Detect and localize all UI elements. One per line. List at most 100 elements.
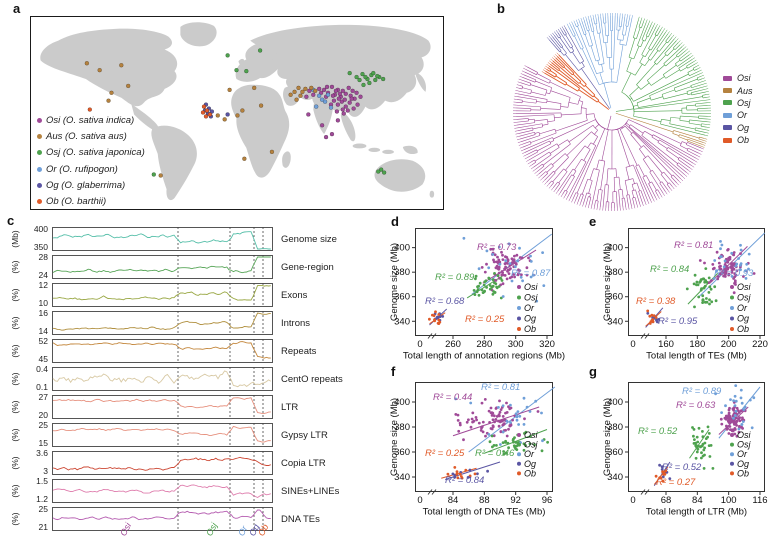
map-dot-ob bbox=[201, 104, 207, 109]
track-tick-bottom: 21 bbox=[38, 522, 48, 532]
map-dot-osj bbox=[354, 74, 359, 80]
legend-label: Or bbox=[737, 110, 747, 121]
map-dot-osi bbox=[316, 86, 322, 92]
r-squared-label-or: R² = 0.89 bbox=[682, 386, 722, 397]
map-dot-aus bbox=[294, 97, 299, 102]
legend-swatch-og bbox=[723, 125, 732, 131]
legend-label-or: Or bbox=[524, 449, 535, 459]
y-tick-label: 400 bbox=[394, 243, 410, 254]
x-tick-label: 200 bbox=[721, 339, 737, 350]
map-dot-osj bbox=[257, 48, 263, 53]
scatter-points-osj bbox=[691, 425, 715, 470]
legend-dot-osi bbox=[730, 285, 734, 289]
legend-label-osj: Osj bbox=[524, 293, 539, 303]
scatter-points-or bbox=[714, 384, 756, 431]
map-dot-osi bbox=[337, 91, 343, 96]
legend-swatch-ob bbox=[723, 137, 732, 143]
track-label: CentO repeats bbox=[281, 374, 343, 385]
map-dot-osj bbox=[371, 70, 376, 76]
y-axis-label: Genome size (Mb) bbox=[602, 398, 613, 476]
legend-label-osj: Osj bbox=[737, 440, 752, 450]
legend-label-og: Og bbox=[737, 459, 749, 469]
track-row-genome-size: (Mb) 400 350 Genome size bbox=[0, 224, 774, 255]
x-tick-label: 180 bbox=[689, 339, 705, 350]
map-dot-or bbox=[316, 93, 322, 98]
tree-legend-item-og: Og bbox=[723, 122, 753, 134]
map-dot-aus bbox=[258, 103, 264, 108]
x-tick-label: 92 bbox=[510, 495, 521, 506]
map-dot-osi bbox=[336, 96, 342, 101]
track-tick-top: 0.4 bbox=[36, 364, 48, 374]
x-tick-label: 100 bbox=[721, 495, 737, 506]
legend-dot-osi bbox=[37, 117, 42, 123]
y-tick-label: 340 bbox=[394, 316, 410, 327]
map-dot-aus bbox=[309, 85, 314, 91]
track-tick-top: 25 bbox=[38, 420, 48, 430]
track-label: Gypsy LTR bbox=[281, 430, 328, 441]
track-tick-top: 16 bbox=[38, 308, 48, 318]
map-dot-aus bbox=[242, 156, 247, 161]
track-tick-top: 27 bbox=[38, 392, 48, 402]
map-dot-osi bbox=[346, 85, 351, 91]
map-dot-osi bbox=[358, 94, 363, 99]
x-tick-label: 0 bbox=[630, 495, 635, 506]
map-dot-osi bbox=[341, 111, 346, 116]
legend-dot-or bbox=[730, 452, 734, 457]
map-dot-osj bbox=[373, 77, 378, 83]
panel-label-c: c bbox=[7, 213, 15, 228]
scatter-points-osj bbox=[685, 267, 718, 309]
legend-dot-or bbox=[517, 306, 521, 310]
map-dot-aus bbox=[215, 113, 220, 118]
map-dot-osj bbox=[376, 169, 381, 174]
legend-label-osi: Osi bbox=[524, 430, 539, 440]
legend-label: Osi bbox=[737, 73, 751, 84]
tree-legend: Osi Aus Osj Or Og Ob bbox=[723, 72, 753, 146]
x-tick-label: 160 bbox=[658, 339, 674, 350]
trend-line-osj bbox=[689, 429, 710, 459]
r-squared-label-ob: R² = 0.27 bbox=[656, 477, 696, 488]
accession-dots bbox=[84, 48, 387, 178]
panel-label-f: f bbox=[391, 364, 396, 379]
map-dot-osj bbox=[367, 80, 372, 86]
map-dot-aus bbox=[158, 173, 163, 178]
y-tick-label: 360 bbox=[607, 447, 623, 458]
track-plot bbox=[52, 507, 273, 531]
legend-label: Og bbox=[737, 122, 750, 133]
map-dot-osi bbox=[334, 109, 340, 114]
map-dot-osi bbox=[324, 84, 330, 90]
map-dot-ob bbox=[203, 114, 209, 119]
scatter-points-osj bbox=[472, 272, 504, 300]
scatter-panel-f: 340 360 380 400 0 84 88 92 96 Total length of DNA… bbox=[388, 364, 570, 526]
map-dot-osi bbox=[343, 104, 348, 109]
map-dot-or bbox=[328, 105, 334, 110]
phylogenetic-tree bbox=[513, 13, 711, 212]
legend-label-osi: Osi bbox=[737, 430, 752, 440]
legend-label-og: Og bbox=[524, 314, 536, 324]
y-tick-label: 380 bbox=[607, 422, 623, 433]
track-plot bbox=[52, 227, 273, 251]
map-dot-og bbox=[209, 109, 215, 114]
map-dot-aus bbox=[97, 67, 102, 73]
map-dot-osi bbox=[349, 96, 354, 101]
legend-dot-og bbox=[37, 182, 42, 188]
map-dot-osi bbox=[331, 98, 337, 103]
map-dot-ob bbox=[204, 108, 210, 113]
tree-legend-item-osi: Osi bbox=[723, 72, 753, 84]
map-dot-ob bbox=[207, 112, 213, 117]
legend-swatch-aus bbox=[723, 88, 732, 94]
track-tick-bottom: 1.2 bbox=[36, 494, 48, 504]
map-dot-osi bbox=[345, 108, 350, 113]
map-dot-aus bbox=[222, 117, 227, 122]
legend-item: Osj (O. sativa japonica) bbox=[37, 145, 145, 161]
track-line bbox=[52, 484, 271, 499]
r-squared-label-osi: R² = 0.44 bbox=[433, 392, 472, 403]
track-plot bbox=[52, 255, 273, 279]
x-tick-label: 260 bbox=[445, 339, 461, 350]
map-dot-aus bbox=[106, 98, 111, 103]
legend-dot-or bbox=[730, 306, 734, 310]
map-dot-or bbox=[314, 104, 319, 109]
legend-dot-og bbox=[730, 461, 734, 466]
x-tick-label: 300 bbox=[508, 339, 524, 350]
track-row-exons: (%) 12 10 Exons bbox=[0, 280, 774, 311]
scatter-points-or bbox=[712, 240, 751, 280]
